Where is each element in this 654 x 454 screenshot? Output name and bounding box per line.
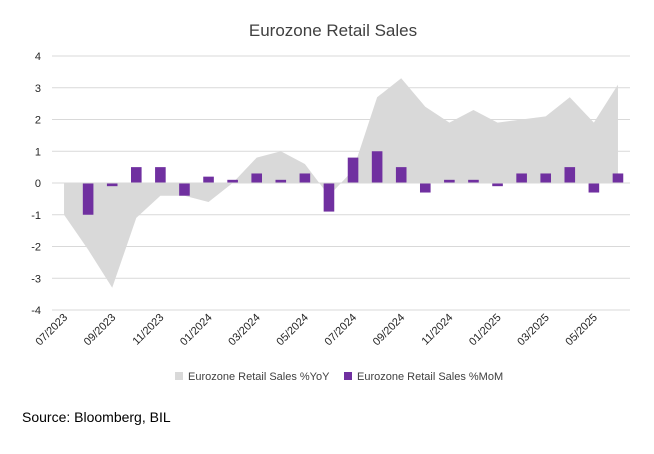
gridlines bbox=[52, 55, 630, 311]
mom-bar bbox=[444, 179, 455, 183]
legend-label-yoy: Eurozone Retail Sales %YoY bbox=[188, 371, 330, 383]
mom-bar bbox=[564, 167, 576, 183]
x-tick-label: 03/2025 bbox=[515, 312, 552, 349]
x-tick-label: 11/2024 bbox=[419, 312, 455, 348]
y-tick-label: 1 bbox=[35, 146, 41, 158]
legend-swatch-mom bbox=[344, 372, 352, 380]
legend: Eurozone Retail Sales %YoY Eurozone Reta… bbox=[175, 371, 503, 383]
chart-title: Eurozone Retail Sales bbox=[249, 21, 417, 40]
mom-bar bbox=[155, 167, 166, 183]
mom-bar bbox=[468, 179, 479, 183]
y-tick-label: 2 bbox=[35, 115, 41, 127]
mom-bar-layer bbox=[82, 151, 624, 215]
mom-bar bbox=[323, 183, 335, 212]
mom-bar bbox=[492, 183, 503, 187]
mom-bar bbox=[251, 173, 263, 183]
x-tick-label: 11/2023 bbox=[130, 312, 166, 348]
x-tick-label: 01/2024 bbox=[178, 312, 215, 349]
y-tick-label: -4 bbox=[31, 305, 41, 317]
mom-bar bbox=[540, 173, 552, 183]
x-tick-label: 09/2023 bbox=[82, 312, 119, 349]
mom-bar bbox=[179, 183, 190, 196]
x-tick-label: 03/2024 bbox=[226, 312, 263, 349]
mom-bar bbox=[347, 157, 359, 183]
x-tick-label: 05/2024 bbox=[274, 312, 311, 349]
mom-bar bbox=[516, 173, 527, 183]
x-tick-label: 05/2025 bbox=[563, 312, 600, 349]
y-tick-label: -3 bbox=[31, 273, 41, 285]
x-tick-label: 07/2024 bbox=[323, 312, 360, 349]
mom-bar bbox=[106, 183, 118, 187]
mom-bar bbox=[130, 167, 142, 183]
y-tick-label: 3 bbox=[35, 83, 41, 95]
mom-bar bbox=[203, 176, 214, 183]
mom-bar bbox=[612, 173, 624, 183]
mom-bar bbox=[419, 183, 431, 193]
mom-bar bbox=[275, 179, 287, 183]
mom-bar bbox=[299, 173, 311, 183]
mom-bar bbox=[227, 179, 238, 183]
mom-bar bbox=[395, 167, 407, 183]
x-tick-labels: 07/2023 09/2023 11/2023 01/2024 03/2024 05/20… bbox=[34, 312, 600, 349]
chart-canvas: Eurozone Retail Sales -4 -3 -2 -1 0 1 2 3 4 07/2… bbox=[31, 21, 630, 383]
y-tick-label: 0 bbox=[35, 178, 41, 190]
mom-bar bbox=[588, 183, 600, 193]
y-tick-label: -2 bbox=[31, 242, 41, 254]
source-note: Source: Bloomberg, BIL bbox=[22, 409, 171, 425]
legend-swatch-yoy bbox=[175, 372, 183, 380]
y-tick-label: -1 bbox=[31, 210, 41, 222]
legend-label-mom: Eurozone Retail Sales %MoM bbox=[357, 371, 503, 383]
mom-bar bbox=[82, 183, 94, 215]
mom-bar bbox=[371, 151, 383, 183]
x-tick-label: 01/2025 bbox=[467, 312, 504, 349]
y-tick-label: 4 bbox=[35, 51, 41, 63]
x-tick-label: 07/2023 bbox=[34, 312, 71, 349]
x-tick-label: 09/2024 bbox=[371, 312, 408, 349]
y-tick-labels: -4 -3 -2 -1 0 1 2 3 4 bbox=[31, 51, 41, 317]
